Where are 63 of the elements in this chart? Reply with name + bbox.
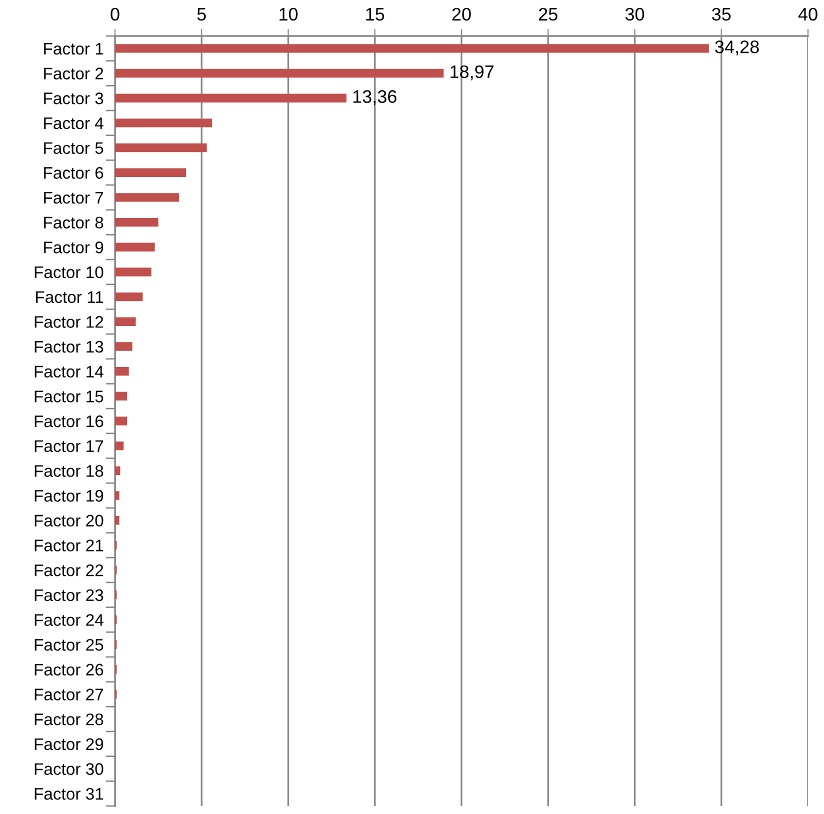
- y-tick-label: Factor 3: [44, 92, 104, 104]
- bar: [115, 366, 129, 376]
- y-tick-label: Factor 22: [34, 564, 104, 576]
- y-tick-label: Factor 13: [34, 340, 104, 353]
- bar: [115, 441, 124, 450]
- y-tick-label: Factor 15: [34, 390, 104, 402]
- bar: [115, 466, 120, 476]
- y-tick-label: Factor 12: [34, 316, 104, 328]
- x-tick-label: 35: [712, 8, 731, 21]
- x-tick-label: 30: [625, 8, 644, 21]
- x-tick-label: 5: [197, 8, 206, 21]
- y-tick-label: Factor 26: [34, 664, 104, 676]
- y-tick-label: Factor 20: [34, 514, 104, 527]
- x-tick-label: 0: [110, 8, 120, 21]
- y-tick-label: Factor 25: [34, 638, 104, 651]
- bar: [115, 392, 128, 401]
- y-tick-label: Factor 11: [36, 291, 104, 304]
- x-tick-label: 20: [452, 8, 471, 21]
- data-label: 34,28: [715, 40, 759, 56]
- y-tick-label: Factor 7: [44, 192, 104, 204]
- y-tick-label: Factor 18: [34, 465, 104, 477]
- bar: [115, 491, 120, 500]
- y-tick-label: Factor 6: [44, 167, 104, 179]
- bar: [115, 168, 186, 177]
- y-tick-label: Factor 8: [44, 216, 104, 228]
- bar: [115, 44, 709, 53]
- y-tick-label: Factor 2: [44, 68, 104, 80]
- bar: [115, 342, 132, 351]
- x-tick-label: 25: [538, 8, 558, 21]
- bar: [115, 416, 128, 426]
- bar: [115, 516, 120, 525]
- y-tick-label: Factor 5: [44, 142, 104, 154]
- y-tick-label: Factor 27: [34, 688, 104, 700]
- y-tick-label: Factor 28: [34, 713, 104, 726]
- y-tick-label: Factor 24: [34, 614, 104, 626]
- data-label: 18,97: [450, 65, 494, 80]
- y-tick-label: Factor 30: [34, 763, 104, 775]
- x-tick-label: 10: [280, 8, 298, 21]
- bar: [115, 218, 158, 227]
- y-tick-label: Factor 23: [34, 589, 104, 602]
- y-tick-label: Factor 4: [44, 118, 104, 130]
- y-tick-label: Factor 10: [34, 266, 104, 278]
- y-tick-label: Factor 21: [34, 540, 104, 552]
- y-tick-label: Factor 9: [44, 242, 104, 254]
- bar: [115, 242, 155, 252]
- x-tick-label: 40: [798, 8, 818, 21]
- bar: [115, 292, 143, 302]
- bar: [115, 118, 212, 128]
- bar: [115, 94, 346, 102]
- y-tick-label: Factor 31: [34, 788, 104, 800]
- y-tick-label: Factor 29: [34, 738, 104, 750]
- y-tick-label: Factor 17: [34, 440, 104, 452]
- y-tick-label: Factor 14: [34, 366, 104, 378]
- bar: [115, 193, 180, 202]
- bar: [115, 143, 207, 152]
- data-label: 13,36: [353, 90, 396, 106]
- x-tick-label: 15: [366, 8, 384, 21]
- y-tick-label: Factor 1: [44, 42, 104, 55]
- y-tick-label: Factor 19: [34, 490, 104, 502]
- y-tick-label: Factor 16: [34, 415, 104, 428]
- bar: [115, 68, 444, 78]
- bar: [115, 317, 136, 326]
- bar: [115, 268, 152, 276]
